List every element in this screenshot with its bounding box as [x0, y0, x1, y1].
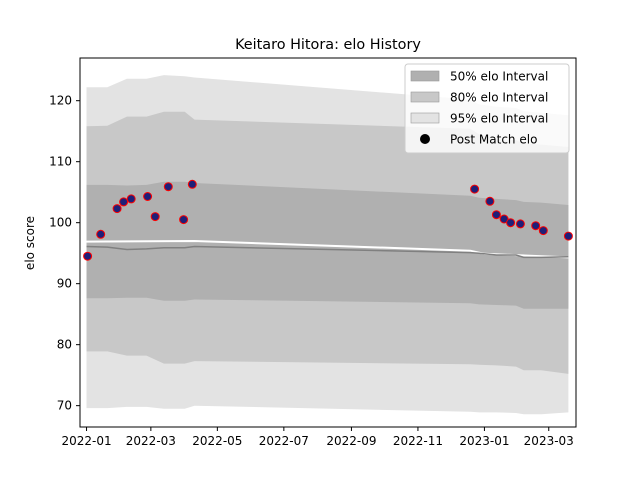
legend-swatch-band50 — [410, 70, 440, 82]
x-tick-label: 2023-03 — [524, 434, 574, 448]
post-match-elo-point — [83, 251, 93, 261]
post-match-elo-point — [485, 196, 495, 206]
legend-box — [404, 63, 570, 154]
y-tick-label: 90 — [57, 277, 72, 291]
y-tick-label: 80 — [57, 338, 72, 352]
post-match-elo-point — [112, 204, 122, 214]
post-match-elo-point — [506, 218, 516, 228]
legend-label: Post Match elo — [450, 133, 537, 147]
legend-swatch-band95 — [410, 112, 440, 124]
post-match-elo-point — [563, 231, 573, 241]
post-match-elo-point — [119, 197, 129, 207]
post-match-elo-point — [187, 179, 197, 189]
post-match-elo-point — [143, 192, 153, 201]
y-tick-label: 110 — [49, 155, 72, 169]
post-match-elo-point — [531, 221, 541, 231]
legend-label: 50% elo Interval — [450, 70, 548, 84]
legend-swatch-band80 — [410, 91, 440, 103]
x-tick-label: 2022-09 — [326, 434, 376, 448]
legend-swatch-marker — [420, 134, 430, 144]
chart-title: Keitaro Hitora: elo History — [235, 37, 421, 53]
mean-elo-line — [86, 245, 569, 259]
axes: 2022-01 2022-03 2022-05 2022-07 2022-09 2022-… — [49, 94, 574, 448]
post-match-elo-point — [470, 184, 480, 194]
post-match-elo-point — [96, 229, 106, 239]
legend: 50% elo Interval 80% elo Interval 95% elo … — [404, 63, 570, 154]
x-tick-label: 2023-01 — [459, 434, 509, 448]
post-match-elo-point — [163, 182, 173, 192]
y-axis-label: elo score — [23, 216, 37, 270]
x-tick-label: 2022-05 — [192, 434, 242, 448]
post-match-elo-point — [538, 226, 548, 236]
post-match-elo-point — [126, 194, 136, 204]
post-match-elo-point — [179, 215, 189, 225]
x-tick-label: 2022-01 — [61, 434, 111, 448]
x-tick-label: 2022-03 — [126, 434, 176, 448]
plot-area — [83, 75, 573, 415]
legend-label: 95% elo Interval — [450, 112, 548, 126]
plot-frame — [79, 57, 577, 428]
post-match-elo-point — [491, 210, 501, 220]
x-tick-label: 2022-07 — [259, 434, 309, 448]
x-tick-label: 2022-11 — [393, 434, 443, 448]
y-tick-label: 120 — [49, 94, 72, 108]
post-match-elo-point — [515, 219, 525, 229]
legend-label: 80% elo Interval — [450, 91, 548, 105]
post-match-elo-point — [150, 212, 160, 222]
y-tick-label: 70 — [57, 399, 72, 413]
y-tick-label: 100 — [49, 216, 72, 230]
